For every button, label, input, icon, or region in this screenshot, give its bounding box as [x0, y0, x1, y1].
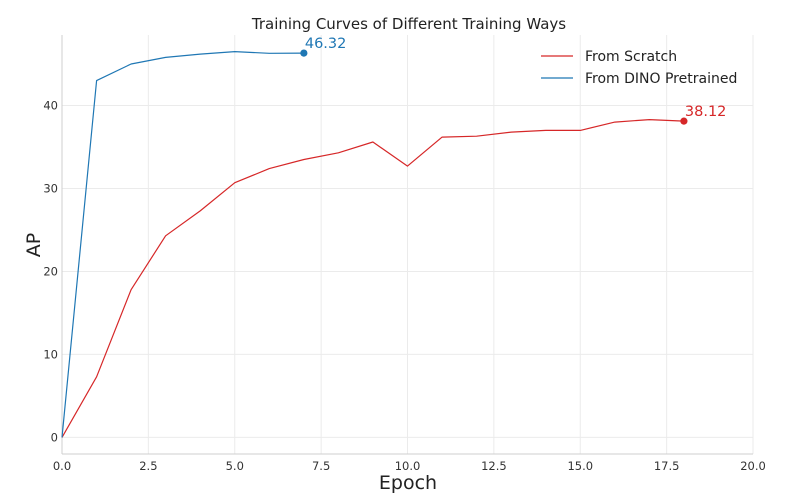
x-tick-label: 2.5: [139, 459, 157, 473]
axes: [61, 35, 753, 455]
legend: From Scratch From DINO Pretrained: [541, 49, 737, 87]
chart-title: Training Curves of Different Training Wa…: [251, 15, 566, 33]
end-value-label: 46.32: [305, 36, 347, 52]
x-tick-label: 17.5: [654, 459, 680, 473]
series-line-0: [61, 118, 684, 438]
legend-label: From DINO Pretrained: [585, 71, 737, 87]
end-point-marker: [680, 117, 688, 125]
x-tick-label: 7.5: [312, 459, 330, 473]
end-value-label: 38.12: [685, 104, 727, 120]
x-axis-label: Epoch: [379, 472, 437, 494]
x-tick-label: 5.0: [226, 459, 244, 473]
legend-label: From Scratch: [585, 49, 677, 65]
y-axis-label: AP: [23, 233, 45, 257]
x-tick-label: 20.0: [740, 459, 766, 473]
x-tick-label: 15.0: [567, 459, 593, 473]
grid-lines: [61, 35, 754, 454]
x-tick-label: 10.0: [395, 459, 421, 473]
x-tick-label: 0.0: [53, 459, 71, 473]
y-tick-label: 30: [43, 181, 58, 195]
series-lines: [61, 50, 684, 438]
x-tick-label: 12.5: [481, 459, 507, 473]
end-point-marker: [300, 49, 308, 57]
y-tick-label: 20: [43, 264, 58, 278]
y-tick-label: 0: [51, 430, 58, 444]
tick-labels: 0.0 2.5 5.0 7.5 10.0 12.5 15.0 17.5 20.0 0 10 20 30 4…: [43, 99, 765, 473]
end-markers: 38.12 46.32: [300, 36, 726, 125]
y-tick-label: 10: [43, 347, 58, 361]
series-line-1: [61, 50, 304, 438]
y-tick-label: 40: [43, 99, 58, 113]
